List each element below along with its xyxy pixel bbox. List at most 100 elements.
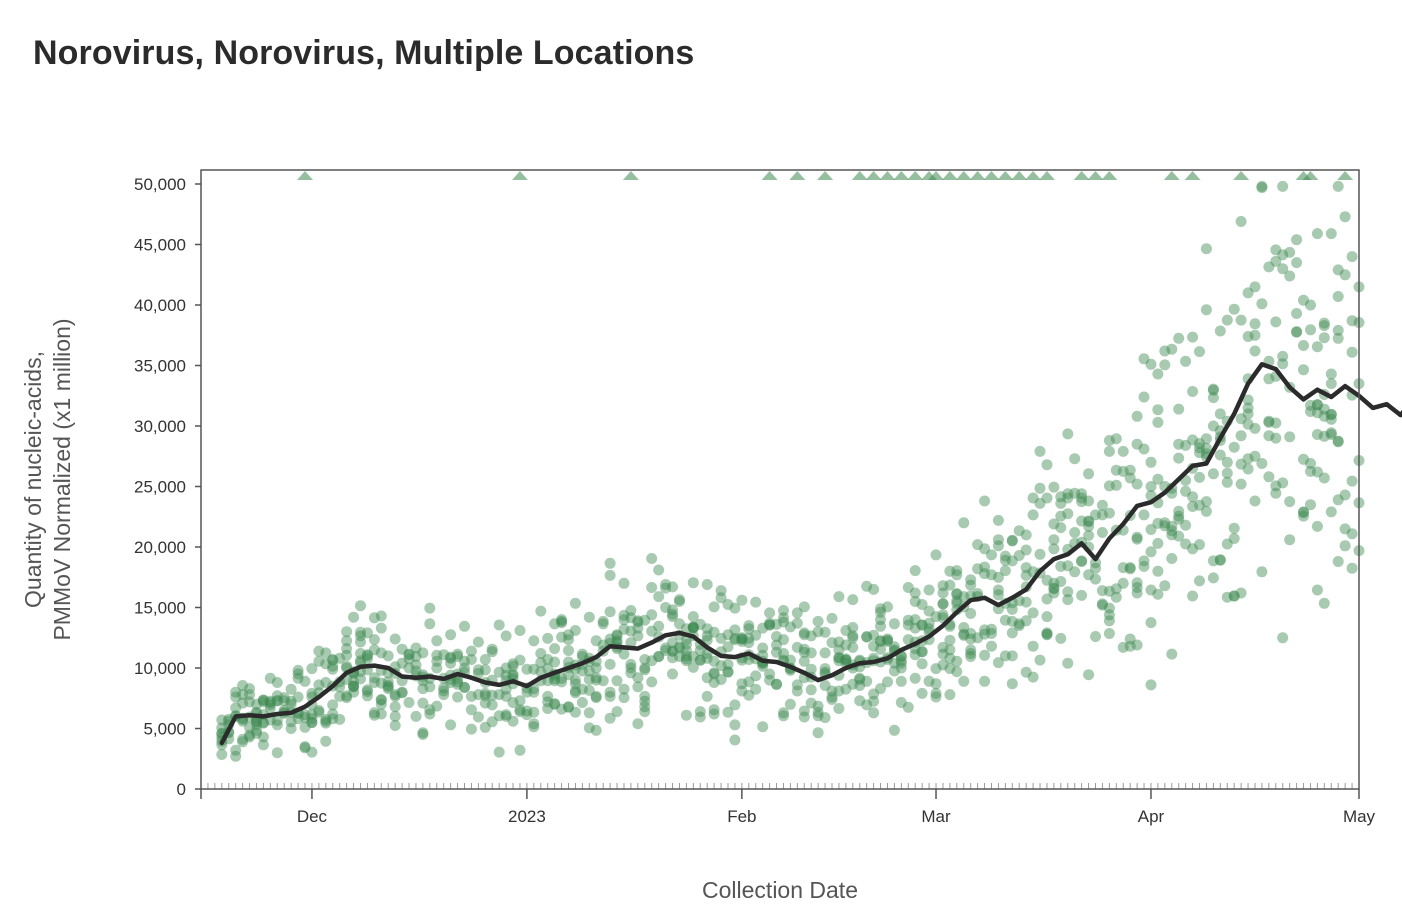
data-point [625,612,637,624]
data-point [445,657,457,669]
data-point [382,680,394,691]
data-point [833,644,845,656]
data-point [500,669,512,681]
overflow-marker [1163,171,1180,180]
data-point [1124,640,1136,652]
data-point [736,635,748,647]
data-point [667,604,678,616]
data-point [840,625,852,636]
data-point [1339,523,1351,535]
data-point [798,705,810,717]
data-point [257,739,269,751]
data-point [750,670,762,682]
data-point [1194,471,1205,483]
data-point [847,641,859,653]
data-point [216,722,228,734]
data-point [1124,464,1136,476]
data-point [937,641,949,653]
overflow-marker [622,171,639,180]
data-point [687,622,699,633]
data-point [632,718,644,730]
data-point [348,680,360,692]
data-point [528,706,540,718]
data-point [1145,358,1157,370]
data-point [667,581,678,593]
data-point [375,708,387,720]
data-point [382,650,394,662]
data-point [965,628,977,639]
data-point [1041,627,1053,639]
data-point [791,607,803,619]
data-point [264,697,276,708]
data-point [1187,434,1199,446]
data-point [909,649,921,661]
data-point [611,635,623,647]
data-point [916,646,928,658]
data-point [826,691,838,703]
data-point [1242,453,1254,465]
data-point [979,568,991,580]
data-point [396,686,408,698]
data-point [1242,463,1254,475]
data-point [1062,492,1074,504]
data-point [264,695,276,707]
data-point [257,694,269,706]
data-point [368,644,380,656]
data-point [583,722,595,734]
data-point [306,709,318,721]
data-point [1027,671,1039,683]
data-point [1263,373,1275,385]
data-point [556,631,568,643]
data-point [694,711,706,723]
data-point [1006,535,1018,547]
data-point [1325,409,1337,420]
data-point [431,635,443,647]
data-point [1249,318,1261,330]
data-point [992,584,1004,596]
data-point [1055,522,1067,534]
data-point [743,689,755,701]
data-point [1221,591,1233,603]
data-point [1103,480,1115,492]
data-point [1325,409,1337,420]
data-point [292,664,304,676]
data-point [944,565,956,577]
data-point [549,698,561,710]
data-point [1291,326,1303,338]
data-point [299,709,311,721]
data-point [320,713,332,725]
data-point [334,713,346,725]
data-point [882,635,893,647]
data-point [708,655,720,667]
data-point [244,689,255,701]
data-point [646,625,658,637]
data-point [819,712,831,724]
data-point [1013,595,1025,607]
data-point [1242,394,1254,406]
data-point [237,715,249,727]
data-point [389,701,401,713]
data-point [736,678,748,690]
data-point [403,649,415,661]
data-point [1117,445,1129,457]
data-point [361,649,373,661]
data-point [1194,499,1205,511]
data-point [1090,509,1101,521]
data-point [840,654,852,666]
data-point [979,561,991,573]
data-point [1131,438,1143,450]
y-axis-title: Quantity of nucleic-acids, PMMoV Normaliz… [20,318,75,640]
x-tick-label: Apr [1138,807,1165,826]
data-point [1110,591,1122,603]
data-point [618,609,630,621]
data-point [694,654,706,666]
data-point [542,663,554,675]
y-tick-label: 20,000 [134,538,186,557]
overflow-marker [969,171,986,180]
data-point [361,627,373,639]
data-point [271,747,283,759]
data-point [854,695,866,707]
data-point [1332,291,1344,302]
data-point [1152,565,1164,577]
data-point [882,633,893,645]
